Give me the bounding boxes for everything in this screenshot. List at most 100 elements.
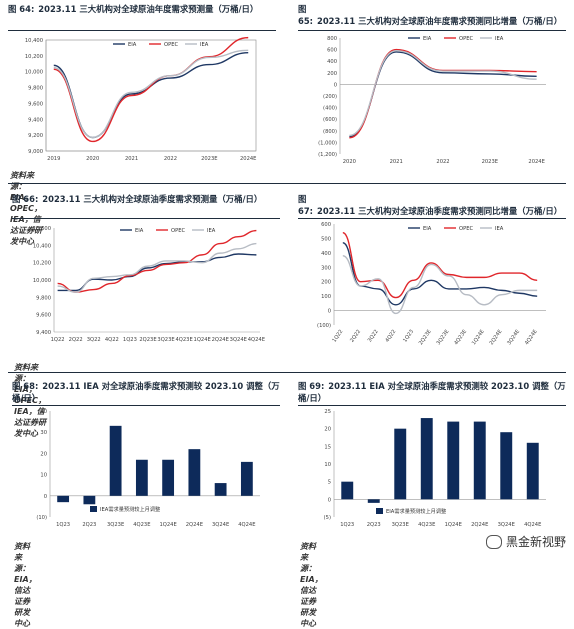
chart-number-67: 图 67: (298, 194, 314, 216)
legend-label: OPEC (459, 36, 473, 42)
y-tick-label: 9,600 (36, 313, 51, 319)
y-tick-label: (5) (324, 515, 331, 521)
source-note-64: 资料来源：EIA，OPEC，IEA，信达证券研发中心 (10, 171, 42, 246)
y-tick-label: 9,800 (36, 295, 51, 301)
bar (526, 442, 539, 500)
y-tick-label: 40 (40, 409, 47, 415)
plot-69: (5) 0 5 10 15 20 25 1Q23 2Q23 3Q23E 4Q23E 1Q24E 2Q24… (298, 407, 566, 535)
chart-title-69: 图 69: 2023.11 EIA 对全球原油季度需求预测较 2023.10 调整… (298, 380, 572, 404)
divider (298, 218, 566, 219)
x-tick-label: 1Q23 (56, 522, 70, 528)
chart-svg-66: 9,400 9,600 9,800 10,000 10,200 10,400 10,600 1… (33, 226, 265, 343)
series-line-eia (57, 253, 257, 292)
x-tick-label: 2021 (125, 156, 138, 162)
series-line-opec (57, 229, 257, 293)
y-tick-label: 30 (40, 430, 47, 436)
source-note-69: 资料来源：EIA，信达证券研发中心 (300, 542, 323, 628)
y-tick-label: 600 (327, 48, 337, 54)
x-tick-label: 2Q24E (186, 522, 203, 528)
divider (12, 218, 280, 219)
bar (367, 499, 380, 503)
x-tick-label: 2021 (390, 159, 403, 165)
x-tick-label: 3Q24E (498, 522, 515, 528)
x-tick-label: 2022 (164, 156, 177, 162)
x-tick-label: 2Q24E (471, 522, 488, 528)
x-tick-label: 4Q24E (524, 329, 539, 347)
y-tick-label: 200 (327, 71, 337, 77)
bar (83, 495, 96, 505)
x-tick-label: 1Q24E (445, 522, 462, 528)
legend-label: IEA (495, 226, 504, 232)
wechat-icon (485, 534, 502, 549)
y-tick-label: (800) (323, 129, 337, 135)
x-tick-label: 2024E (528, 159, 544, 165)
watermark-text: 黑金新视野 (505, 535, 566, 549)
x-tick-label: 4Q24E (238, 522, 255, 528)
chart-svg-65: (1,200) (1,000) (800) (600) (400) (200) 0 200 40… (318, 36, 546, 165)
chart-number-68: 图 68: (12, 381, 39, 391)
y-tick-label: (100) (317, 323, 331, 329)
divider (298, 30, 566, 31)
bar (394, 428, 407, 500)
series-line-eia (342, 242, 538, 306)
y-tick-label: 10 (324, 462, 331, 468)
legend-label: EIA (423, 226, 432, 232)
chart-number-69: 图 69: (298, 381, 325, 391)
y-tick-label: 600 (321, 222, 331, 228)
y-tick-label: 100 (321, 294, 331, 300)
plot-66: 9,400 9,600 9,800 10,000 10,200 10,400 10,600 1… (12, 220, 280, 348)
legend-swatch (90, 506, 97, 512)
y-tick-label: 0 (44, 494, 47, 500)
legend-label: OPEC (459, 226, 473, 232)
series-line-iea (349, 50, 537, 137)
bar (162, 459, 175, 496)
y-tick-label: 10,600 (33, 226, 51, 232)
x-tick-label: 1Q22 (332, 329, 345, 344)
x-tick-label: 1Q23 (340, 522, 354, 528)
y-tick-label: 9,600 (28, 101, 43, 107)
x-tick-label: 2020 (86, 156, 99, 162)
chart-title-text-66: 2023.11 三大机构对全球原油季度需求预测量（万桶/日） (42, 194, 263, 204)
x-tick-label: 3Q22 (367, 329, 380, 344)
x-tick-label: 2023E (201, 156, 217, 162)
chart-title-65: 图 65: 2023.11 三大机构对全球原油年度需求预测同比增量（万桶/日） (298, 3, 572, 27)
x-tick-label: 1Q24E (159, 522, 176, 528)
y-tick-label: 400 (321, 251, 331, 257)
x-tick-label: 1Q24E (471, 329, 486, 347)
y-tick-label: (600) (323, 117, 337, 123)
x-tick-label: 2Q24E (212, 337, 229, 343)
x-tick-label: 2022 (436, 159, 449, 165)
x-tick-label: 3Q24E (506, 329, 521, 347)
legend-label: OPEC (164, 42, 178, 48)
x-tick-label: 4Q22 (105, 337, 119, 343)
divider (8, 372, 566, 373)
x-tick-label: 4Q22 (385, 329, 398, 344)
legend-label: IEA (200, 42, 209, 48)
legend-swatch (376, 508, 383, 514)
bar (135, 459, 148, 496)
x-tick-label: 2Q22 (69, 337, 83, 343)
y-tick-label: 0 (334, 82, 337, 88)
x-tick-label: 4Q24E (524, 522, 541, 528)
x-tick-label: 2Q23E (139, 337, 156, 343)
chart-title-67: 图 67: 2023.11 三大机构对全球原油季度需求预测同比增量（万桶/日） (298, 193, 572, 217)
y-tick-label: (1,000) (318, 140, 337, 146)
series-line-opec (342, 231, 538, 299)
x-tick-label: 4Q23E (175, 337, 192, 343)
x-tick-label: 4Q23E (418, 522, 435, 528)
source-note-68: 资料来源：EIA，信达证券研发中心 (14, 542, 37, 628)
series-line-eia (53, 51, 249, 139)
bar (188, 449, 201, 496)
legend-label: EIA (128, 42, 137, 48)
plot-65: (1,200) (1,000) (800) (600) (400) (200) 0 200 40… (298, 32, 566, 170)
y-tick-label: (400) (323, 106, 337, 112)
series-line-opec (349, 48, 537, 139)
y-tick-label: 500 (321, 236, 331, 242)
x-tick-label: 2Q23 (367, 522, 381, 528)
y-tick-label: 20 (324, 427, 331, 433)
chart-title-text-64: 2023.11 三大机构对全球原油年度需求预测量（万桶/日） (38, 4, 259, 14)
plot-67: (100) 0 100 200 300 400 500 600 1Q22 2Q22 3Q22 4Q22… (298, 220, 566, 355)
series-line-opec (53, 36, 249, 143)
legend-label: IEA (207, 228, 216, 234)
x-tick-label: 2Q22 (349, 329, 362, 344)
